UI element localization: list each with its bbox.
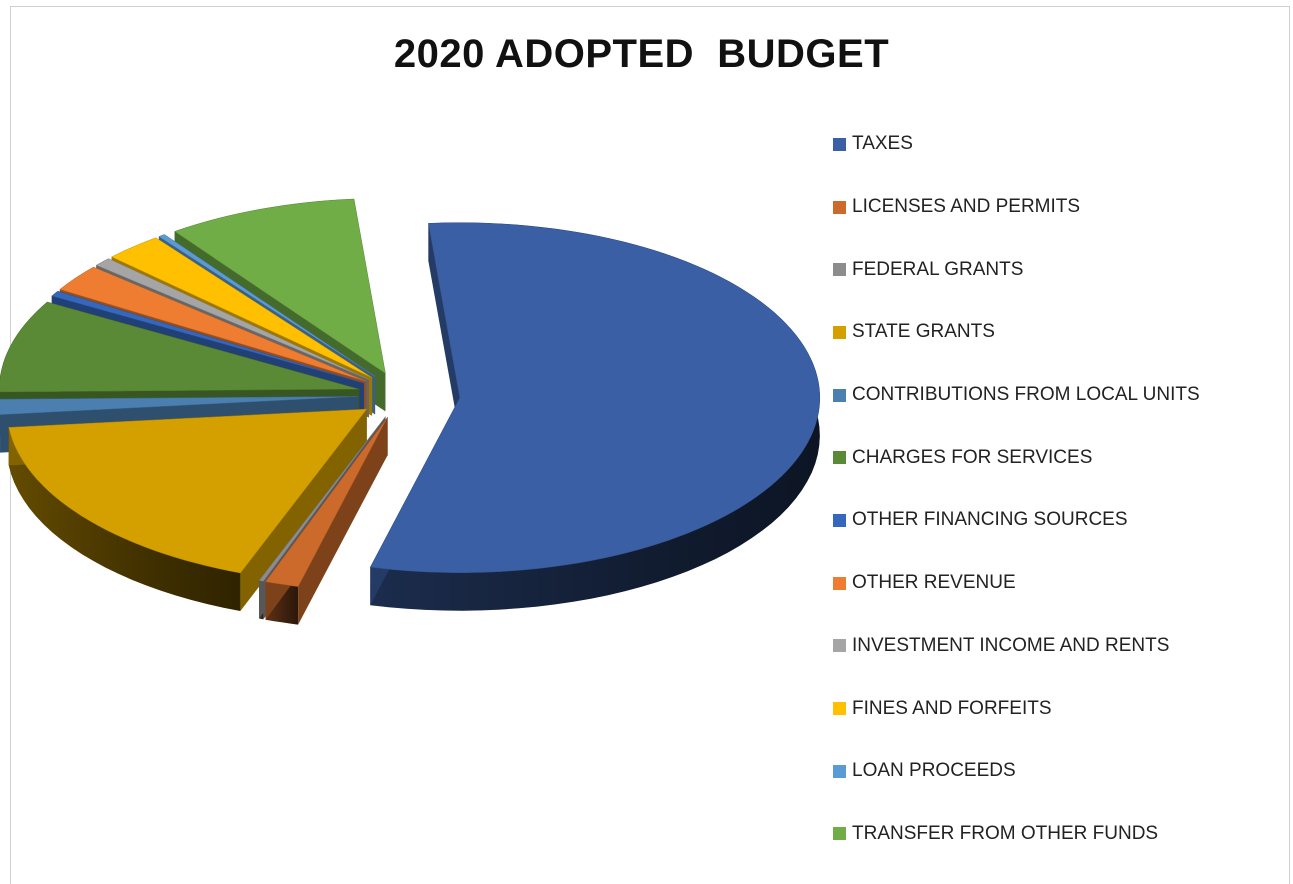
legend-swatch: [833, 263, 846, 277]
legend-label: LOAN PROCEEDS: [852, 760, 1016, 782]
legend-item: LICENSES AND PERMITS: [833, 176, 1200, 239]
chart-title: 2020 ADOPTED BUDGET: [393, 32, 890, 76]
pie-slice: [158, 234, 376, 377]
pie-slice: [174, 198, 386, 374]
legend-item: OTHER FINANCING SOURCES: [833, 489, 1200, 552]
pie-slice-cut: [240, 409, 367, 611]
legend-item: STATE GRANTS: [833, 301, 1200, 364]
legend-label: CHARGES FOR SERVICES: [852, 446, 1093, 468]
legend-item: TAXES: [833, 113, 1200, 176]
pie-slice: [258, 416, 386, 582]
legend-swatch: [833, 325, 846, 339]
legend-label: OTHER REVENUE: [852, 572, 1016, 594]
legend-item: OTHER REVENUE: [833, 552, 1200, 615]
pie-slice-side-shade: [8, 427, 241, 611]
legend-swatch: [833, 827, 846, 841]
legend-label: LICENSES AND PERMITS: [852, 196, 1081, 218]
pie-slice-side-shade: [370, 222, 820, 611]
legend: TAXES LICENSES AND PERMITS FEDERAL GRANTS S…: [833, 113, 1200, 865]
legend-label: TRANSFER FROM OTHER FUNDS: [852, 822, 1159, 844]
pie-slice: [59, 266, 367, 382]
pie-slice: [0, 396, 359, 415]
legend-label: OTHER FINANCING SOURCES: [852, 509, 1128, 531]
pie-slice: [369, 222, 821, 573]
legend-label: TAXES: [852, 133, 913, 155]
legend-swatch: [833, 513, 846, 527]
legend-swatch: [833, 576, 846, 590]
legend-item: TRANSFER FROM OTHER FUNDS: [833, 803, 1200, 866]
pie-slice: [111, 237, 373, 378]
legend-swatch: [833, 702, 846, 716]
pie-slice: [8, 408, 368, 574]
pie-slice: [51, 290, 364, 384]
legend-item: FEDERAL GRANTS: [833, 238, 1200, 301]
legend-label: CONTRIBUTIONS FROM LOCAL UNITS: [852, 384, 1200, 406]
legend-label: FEDERAL GRANTS: [852, 258, 1024, 280]
legend-label: STATE GRANTS: [852, 321, 995, 343]
legend-swatch: [833, 200, 846, 214]
pie-slice: [0, 301, 360, 393]
legend-item: CHARGES FOR SERVICES: [833, 426, 1200, 489]
legend-label: FINES AND FORFEITS: [852, 697, 1052, 719]
legend-item: CONTRIBUTIONS FROM LOCAL UNITS: [833, 364, 1200, 427]
legend-item: LOAN PROCEEDS: [833, 740, 1200, 803]
pie-slice-cut: [428, 223, 460, 436]
legend-label: INVESTMENT INCOME AND RENTS: [852, 634, 1170, 656]
legend-swatch: [833, 388, 846, 402]
legend-swatch: [833, 639, 846, 653]
legend-item: INVESTMENT INCOME AND RENTS: [833, 615, 1200, 678]
pie-slice: [265, 416, 388, 587]
pie-slice: [95, 258, 370, 380]
pie-tops: [0, 198, 821, 587]
legend-swatch: [833, 137, 846, 151]
legend-swatch: [833, 451, 846, 465]
legend-swatch: [833, 764, 846, 778]
legend-item: FINES AND FORFEITS: [833, 677, 1200, 740]
